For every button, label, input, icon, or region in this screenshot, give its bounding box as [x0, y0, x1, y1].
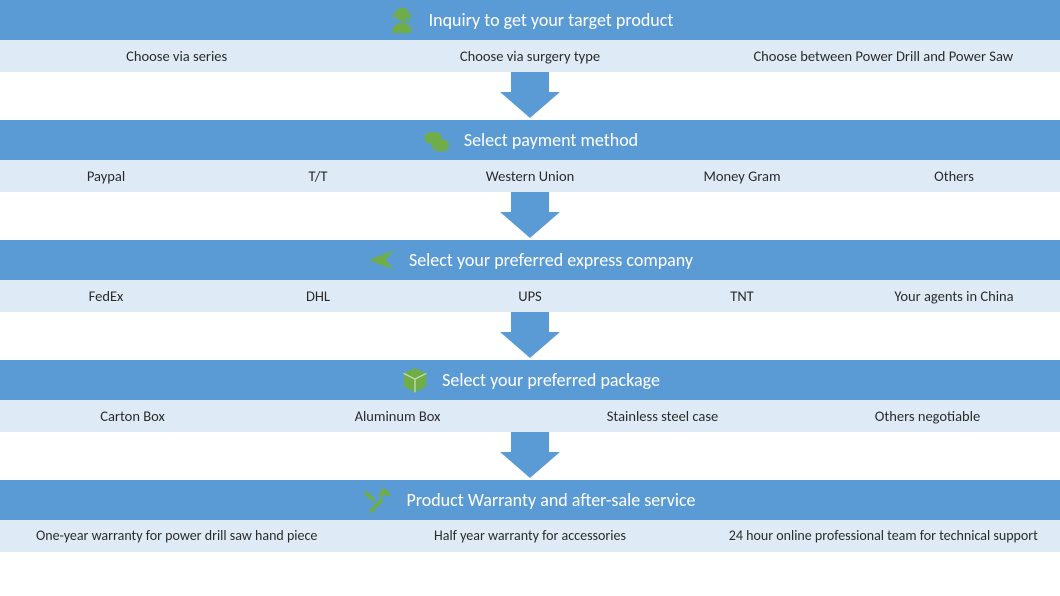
section-options: Carton BoxAluminum BoxStainless steel ca…: [0, 400, 1060, 432]
option-cell: Others negotiable: [795, 400, 1060, 432]
section-header: Select payment method: [0, 120, 1060, 160]
section-title: Product Warranty and after-sale service: [406, 489, 695, 511]
person-headset-icon: [387, 5, 417, 35]
flow-arrow: [0, 72, 1060, 120]
option-cell: FedEx: [0, 280, 212, 312]
coins-icon: [422, 125, 452, 155]
section-header: Inquiry to get your target product: [0, 0, 1060, 40]
option-cell: T/T: [212, 160, 424, 192]
section-title: Select your preferred package: [442, 369, 660, 391]
section-options: PaypalT/TWestern UnionMoney GramOthers: [0, 160, 1060, 192]
section-options: Choose via seriesChoose via surgery type…: [0, 40, 1060, 72]
option-cell: Choose via surgery type: [353, 40, 706, 72]
flow-arrow: [0, 312, 1060, 360]
section-title: Select payment method: [464, 129, 638, 151]
option-cell: One-year warranty for power drill saw ha…: [0, 520, 353, 552]
option-cell: Choose via series: [0, 40, 353, 72]
option-cell: Money Gram: [636, 160, 848, 192]
option-cell: Aluminum Box: [265, 400, 530, 432]
option-cell: Half year warranty for accessories: [353, 520, 706, 552]
flow-arrow: [0, 192, 1060, 240]
section-title: Inquiry to get your target product: [429, 9, 674, 31]
section-title: Select your preferred express company: [409, 249, 693, 271]
option-cell: UPS: [424, 280, 636, 312]
section-header: Product Warranty and after-sale service: [0, 480, 1060, 520]
option-cell: 24 hour online professional team for tec…: [707, 520, 1060, 552]
option-cell: Western Union: [424, 160, 636, 192]
section-header: Select your preferred package: [0, 360, 1060, 400]
option-cell: Stainless steel case: [530, 400, 795, 432]
option-cell: Others: [848, 160, 1060, 192]
section-options: FedExDHLUPSTNTYour agents in China: [0, 280, 1060, 312]
section-options: One-year warranty for power drill saw ha…: [0, 520, 1060, 552]
plane-icon: [367, 245, 397, 275]
process-flow-diagram: Inquiry to get your target product Choose…: [0, 0, 1060, 552]
option-cell: Your agents in China: [848, 280, 1060, 312]
tools-icon: [364, 485, 394, 515]
option-cell: Choose between Power Drill and Power Saw: [707, 40, 1060, 72]
section-header: Select your preferred express company: [0, 240, 1060, 280]
package-icon: [400, 365, 430, 395]
option-cell: TNT: [636, 280, 848, 312]
option-cell: Carton Box: [0, 400, 265, 432]
option-cell: Paypal: [0, 160, 212, 192]
option-cell: DHL: [212, 280, 424, 312]
flow-arrow: [0, 432, 1060, 480]
